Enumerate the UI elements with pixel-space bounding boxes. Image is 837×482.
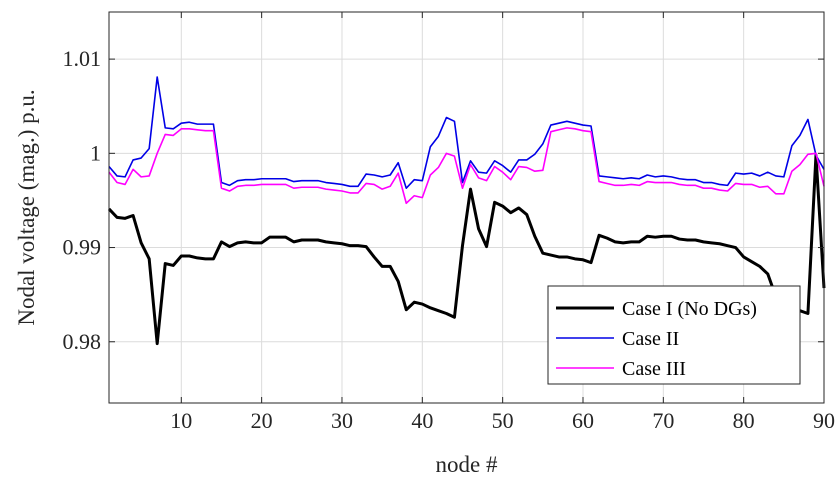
x-axis-label: node # [436,452,498,477]
legend: Case I (No DGs) Case II Case III [547,285,801,385]
x-tick-label: 20 [251,408,273,433]
x-tick-label: 70 [652,408,674,433]
y-tick-label: 1.01 [63,46,102,71]
x-tick-label: 60 [572,408,594,433]
x-tick-label: 10 [170,408,192,433]
y-tick-label: 0.99 [63,235,102,260]
series-lines [107,76,826,346]
y-tick-label: 1 [90,140,101,165]
axis-ticks [109,12,825,403]
legend-label-2: Case II [622,328,679,350]
y-tick-label: 0.98 [63,329,102,354]
x-tick-label: 90 [813,408,835,433]
x-tick-label: 50 [492,408,514,433]
plot-area-border [108,11,825,404]
x-tick-label: 40 [411,408,433,433]
x-tick-label: 30 [331,408,353,433]
y-axis-label: Nodal voltage (mag.) p.u. [14,89,39,325]
series-line-3 [108,127,825,205]
x-tick-label: 80 [733,408,755,433]
series-line-1 [107,153,826,346]
series-line-2 [108,76,825,189]
legend-label-1: Case I (No DGs) [622,298,757,320]
legend-label-3: Case III [622,358,686,380]
